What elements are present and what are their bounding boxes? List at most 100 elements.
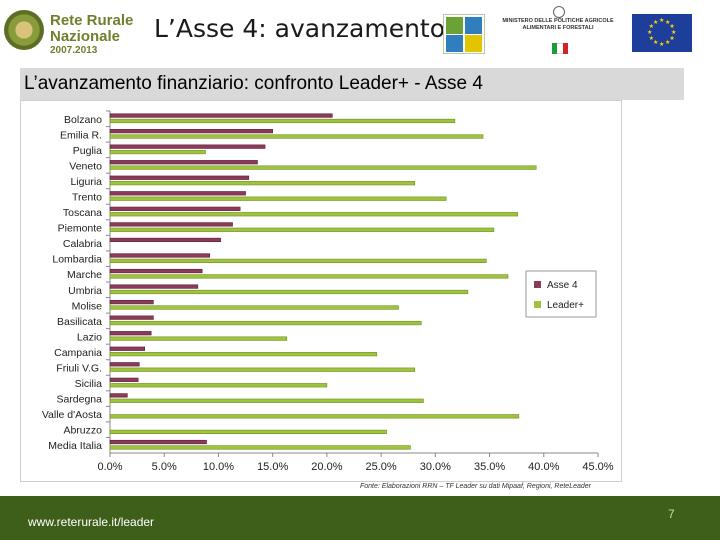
italian-crest-icon — [553, 6, 565, 18]
bar-asse4 — [109, 206, 241, 211]
bar-leader — [109, 165, 537, 170]
eu-star-icon: ★ — [669, 36, 675, 42]
page-title: L’Asse 4: avanzamento — [154, 14, 446, 43]
y-tick-label: Friuli V.G. — [56, 363, 102, 375]
eu-star-icon: ★ — [669, 24, 675, 30]
bar-leader — [109, 352, 378, 357]
rete-rurale-logo[interactable]: Rete Rurale Nazionale 2007.2013 — [4, 6, 134, 56]
ministry-logo: MINISTERO DELLE POLITICHE AGRICOLE ALIME… — [498, 6, 618, 56]
legend-swatch — [534, 301, 541, 308]
bar-leader — [109, 149, 206, 155]
legend-label: Leader+ — [547, 300, 584, 311]
y-tick-label: Veneto — [69, 160, 102, 172]
leader-logo-icon — [443, 14, 485, 54]
bar-leader — [109, 429, 387, 434]
bar-asse4 — [109, 144, 266, 149]
chart-panel: Bolzano Emilia R. Puglia Veneto Liguria Trent… — [20, 100, 622, 482]
bar-asse4 — [109, 439, 207, 445]
bar-leader — [109, 181, 416, 186]
y-tick-label: Valle d'Aosta — [42, 409, 102, 421]
legend-label: Asse 4 — [547, 280, 578, 291]
y-tick-label: Molise — [72, 300, 103, 312]
bar-asse4 — [109, 237, 221, 243]
eu-star-icon: ★ — [665, 40, 671, 47]
x-tick-label: 45.0% — [582, 461, 613, 473]
eu-star-icon: ★ — [647, 30, 653, 36]
bar-asse4 — [109, 253, 211, 258]
bar-leader — [109, 134, 484, 139]
y-tick-label: Liguria — [70, 176, 102, 188]
y-tick-label: Puglia — [73, 145, 102, 157]
bar-leader — [109, 305, 399, 310]
header-bar: Rete Rurale Nazionale 2007.2013 L’Asse 4… — [0, 0, 720, 62]
y-tick-label: Abruzzo — [63, 425, 102, 437]
bar-asse4 — [109, 268, 203, 274]
y-tick-label: Toscana — [63, 207, 102, 219]
bar-leader — [109, 274, 509, 279]
bar-asse4 — [109, 315, 154, 320]
y-tick-label: Piemonte — [58, 223, 103, 235]
eu-star-icon: ★ — [653, 40, 659, 47]
bar-leader — [109, 320, 422, 326]
x-tick-label: 40.0% — [528, 461, 559, 473]
ministry-line-1: MINISTERO DELLE POLITICHE AGRICOLE — [502, 18, 614, 24]
bar-chart: Bolzano Emilia R. Puglia Veneto Liguria Trent… — [42, 110, 614, 473]
bar-asse4 — [109, 300, 154, 305]
legend-box — [525, 270, 597, 318]
bar-asse4 — [109, 377, 139, 382]
bar-leader — [109, 445, 411, 450]
y-tick-label: Trento — [72, 192, 102, 204]
bar-leader — [109, 414, 520, 419]
subtitle-bar — [20, 68, 684, 100]
y-tick-label: Sardegna — [56, 394, 102, 406]
eu-star-icon: ★ — [665, 19, 671, 26]
y-tick-label: Lazio — [77, 331, 102, 343]
y-tick-label: Campania — [54, 347, 102, 359]
eu-star-icon: ★ — [659, 42, 665, 48]
logo-line-3: 2007.2013 — [50, 45, 98, 56]
eu-flag-icon: ★ ★ ★ ★ ★ ★ ★ ★ ★ ★ ★ ★ — [632, 14, 692, 52]
rete-rurale-emblem-icon — [4, 10, 44, 50]
ministry-line-2: ALIMENTARI E FORESTALI — [522, 25, 594, 31]
x-tick-label: 35.0% — [474, 461, 505, 473]
logo-line-1: Rete Rurale — [50, 12, 134, 29]
y-tick-label: Umbria — [68, 285, 102, 297]
y-tick-label: Bolzano — [64, 114, 102, 126]
bar-leader — [109, 227, 495, 232]
source-note: Fonte: Elaborazioni RRN – TF Leader su d… — [360, 483, 591, 490]
bar-leader — [109, 258, 487, 263]
italian-flag-icon — [552, 43, 568, 54]
x-tick-label: 30.0% — [420, 461, 451, 473]
y-tick-label: Marche — [67, 269, 102, 281]
y-tick-label: Emilia R. — [60, 129, 102, 141]
y-tick-label: Sicilia — [75, 378, 103, 390]
eu-star-icon: ★ — [659, 18, 665, 24]
x-tick-label: 20.0% — [311, 461, 342, 473]
eu-star-icon: ★ — [648, 24, 654, 30]
x-tick-label: 10.0% — [203, 461, 234, 473]
bar-asse4 — [109, 129, 273, 134]
logo-line-2: Nazionale — [50, 28, 121, 45]
bar-asse4 — [109, 362, 140, 367]
bar-leader — [109, 118, 456, 124]
y-tick-label: Basilicata — [57, 316, 102, 328]
bar-leader — [109, 196, 447, 201]
bar-asse4 — [109, 331, 152, 336]
bar-asse4 — [109, 346, 146, 351]
footer-url-link[interactable]: www.reterurale.it/leader — [28, 515, 155, 529]
eu-star-icon: ★ — [671, 30, 677, 36]
x-tick-label: 25.0% — [366, 461, 397, 473]
x-tick-label: 0.0% — [97, 461, 122, 473]
bar-leader — [109, 212, 519, 217]
slide-subtitle: L’avanzamento finanziario: confronto Lea… — [24, 73, 483, 94]
legend-swatch — [534, 281, 541, 288]
bar-asse4 — [109, 222, 233, 227]
eu-star-icon: ★ — [653, 19, 659, 26]
bar-leader — [109, 398, 424, 403]
y-tick-label: Lombardia — [52, 254, 102, 266]
eu-star-icon: ★ — [648, 36, 654, 42]
footer-bar — [0, 496, 720, 540]
bar-leader — [109, 383, 328, 388]
page-number: 7 — [668, 507, 675, 521]
bar-asse4 — [109, 393, 128, 398]
